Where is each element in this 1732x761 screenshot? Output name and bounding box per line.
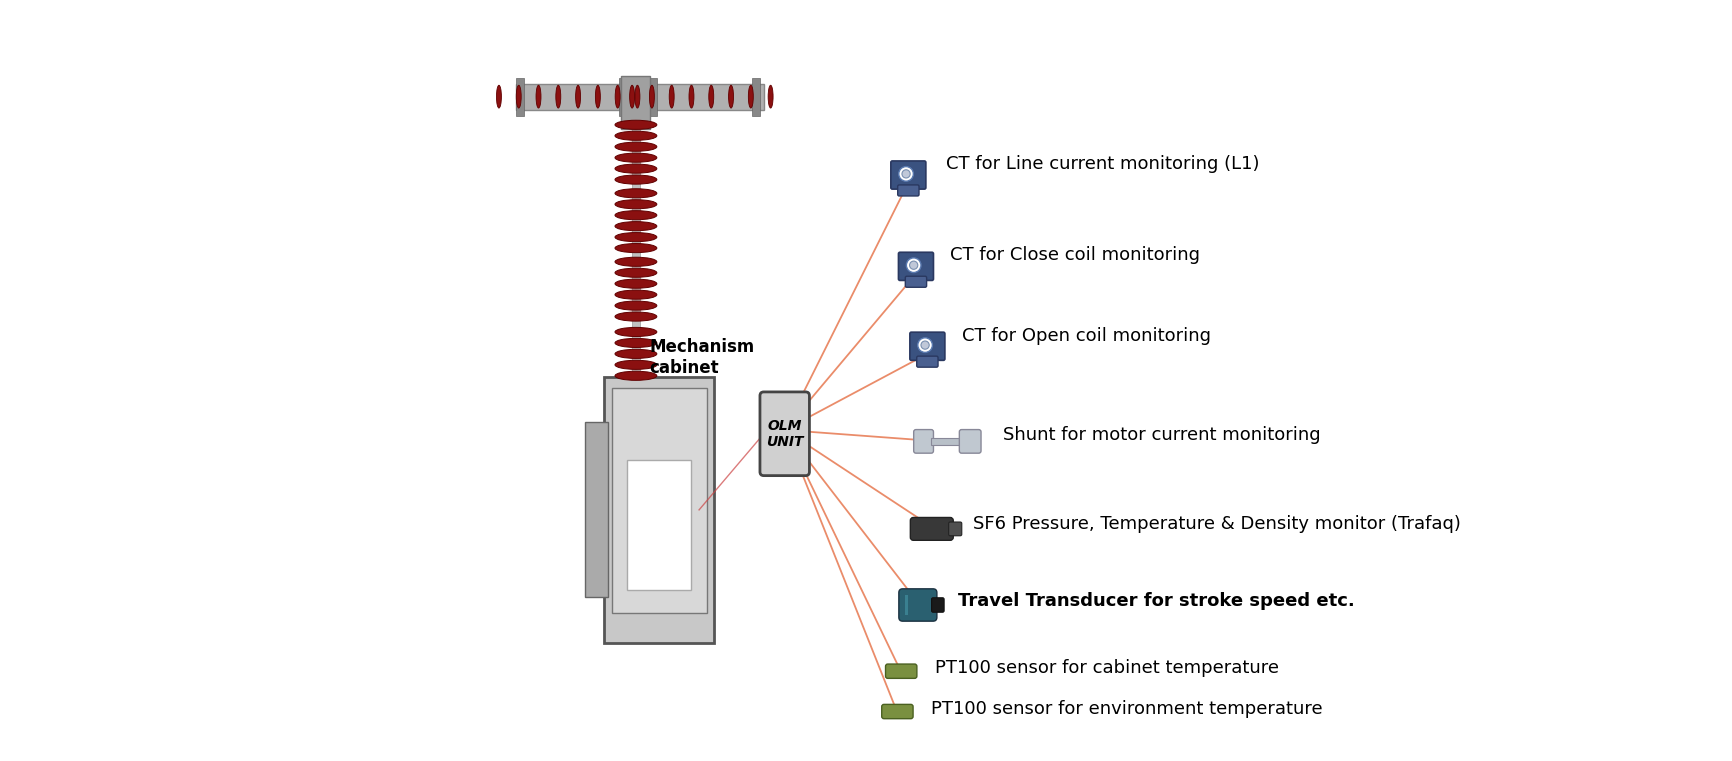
Ellipse shape [615,244,656,253]
Bar [632,256,639,322]
Ellipse shape [615,327,656,336]
Ellipse shape [615,339,656,348]
Ellipse shape [748,85,753,108]
FancyBboxPatch shape [913,429,934,453]
Text: OLM
UNIT: OLM UNIT [766,419,804,449]
Text: PT100 sensor for cabinet temperature: PT100 sensor for cabinet temperature [935,659,1278,677]
FancyBboxPatch shape [960,429,980,453]
Circle shape [909,261,918,269]
Ellipse shape [650,85,655,108]
Circle shape [906,258,920,272]
FancyBboxPatch shape [932,598,944,612]
FancyBboxPatch shape [890,161,925,189]
Circle shape [920,341,928,349]
Ellipse shape [556,85,561,108]
Ellipse shape [615,142,656,151]
Ellipse shape [767,85,772,108]
Ellipse shape [615,120,656,129]
Ellipse shape [615,211,656,220]
Bar [632,119,639,185]
Ellipse shape [615,189,656,198]
Ellipse shape [615,279,656,288]
Ellipse shape [615,371,656,380]
Ellipse shape [708,85,714,108]
Text: CT for Line current monitoring (L1): CT for Line current monitoring (L1) [946,154,1259,173]
Ellipse shape [615,268,656,277]
Bar [632,326,639,381]
Text: CT for Open coil monitoring: CT for Open coil monitoring [961,327,1211,345]
FancyBboxPatch shape [947,522,961,536]
Ellipse shape [615,301,656,310]
Ellipse shape [615,85,620,108]
FancyBboxPatch shape [882,705,913,718]
FancyBboxPatch shape [904,276,927,287]
Ellipse shape [615,153,656,162]
Ellipse shape [727,85,733,108]
Bar [650,84,764,110]
Ellipse shape [615,221,656,231]
Ellipse shape [615,233,656,242]
Bar [622,76,650,129]
Ellipse shape [516,85,521,108]
Ellipse shape [535,85,540,108]
Ellipse shape [615,164,656,174]
Circle shape [899,167,913,181]
Ellipse shape [596,85,599,108]
Bar [752,78,760,116]
Circle shape [901,170,909,178]
Ellipse shape [629,85,634,108]
Bar [650,78,656,116]
Bar [618,78,627,116]
Bar [632,129,639,388]
Text: Travel Transducer for stroke speed etc.: Travel Transducer for stroke speed etc. [958,592,1354,610]
Ellipse shape [669,85,674,108]
Ellipse shape [615,131,656,140]
Bar [904,594,908,616]
Bar [585,422,608,597]
Text: SF6 Pressure, Temperature & Density monitor (Trafaq): SF6 Pressure, Temperature & Density moni… [972,514,1460,533]
Ellipse shape [615,199,656,209]
FancyBboxPatch shape [899,589,937,621]
Bar [632,188,639,253]
Ellipse shape [575,85,580,108]
FancyBboxPatch shape [909,332,944,360]
FancyBboxPatch shape [885,664,916,678]
FancyBboxPatch shape [760,392,809,476]
Text: PT100 sensor for environment temperature: PT100 sensor for environment temperature [930,700,1322,718]
FancyBboxPatch shape [909,517,953,540]
Bar [930,438,968,444]
Bar [627,460,691,590]
Circle shape [918,338,932,352]
Text: CT for Close coil monitoring: CT for Close coil monitoring [949,246,1200,264]
FancyBboxPatch shape [897,185,918,196]
FancyBboxPatch shape [916,356,937,367]
FancyBboxPatch shape [897,252,934,280]
Bar [611,388,707,613]
Ellipse shape [615,290,656,299]
Ellipse shape [615,257,656,266]
Ellipse shape [634,85,639,108]
Ellipse shape [689,85,693,108]
Ellipse shape [615,175,656,184]
Ellipse shape [495,85,501,108]
Ellipse shape [615,312,656,321]
Bar [516,78,523,116]
Bar [516,84,630,110]
Ellipse shape [615,349,656,358]
Text: Shunt for motor current monitoring: Shunt for motor current monitoring [1003,426,1320,444]
Ellipse shape [615,360,656,369]
Text: Mechanism
cabinet: Mechanism cabinet [650,339,755,377]
FancyBboxPatch shape [604,377,714,643]
